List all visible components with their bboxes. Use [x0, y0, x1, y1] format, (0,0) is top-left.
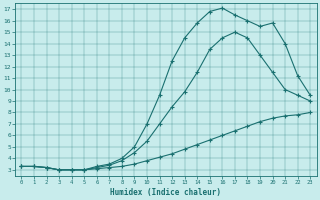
- X-axis label: Humidex (Indice chaleur): Humidex (Indice chaleur): [110, 188, 221, 197]
